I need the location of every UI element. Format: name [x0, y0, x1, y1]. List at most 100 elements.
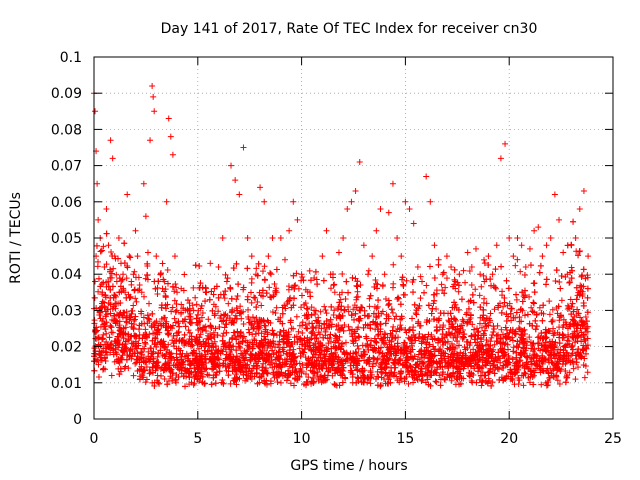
roti-point	[400, 282, 407, 289]
roti-point	[510, 253, 517, 260]
roti-point	[513, 343, 520, 350]
roti-point	[561, 343, 568, 350]
roti-point	[480, 306, 487, 313]
roti-point	[184, 297, 191, 304]
roti-point	[419, 360, 426, 367]
roti-point	[485, 253, 492, 260]
roti-point	[426, 318, 433, 325]
roti-point	[443, 253, 450, 260]
roti-point	[110, 351, 117, 358]
roti-point	[99, 366, 106, 373]
roti-point	[479, 369, 486, 376]
roti-point	[162, 305, 169, 312]
roti-point	[535, 224, 542, 231]
roti-point	[390, 372, 397, 379]
roti-point	[254, 272, 261, 279]
roti-point	[353, 296, 360, 303]
roti-point	[527, 262, 534, 269]
roti-point	[357, 281, 364, 288]
roti-point	[384, 355, 391, 362]
roti-point	[164, 381, 171, 388]
roti-point	[436, 372, 443, 379]
roti-point	[521, 330, 528, 337]
roti-point	[373, 339, 380, 346]
roti-point	[375, 373, 382, 380]
roti-point	[551, 342, 558, 349]
roti-point	[161, 362, 168, 369]
roti-point	[340, 235, 347, 241]
roti-point	[393, 328, 400, 335]
roti-point	[358, 304, 365, 311]
roti-point	[209, 365, 216, 372]
roti-point	[151, 108, 158, 115]
roti-point	[261, 322, 268, 329]
roti-point	[124, 262, 131, 269]
roti-point	[549, 306, 556, 313]
roti-point	[320, 277, 327, 284]
roti-point	[246, 329, 253, 336]
roti-point	[180, 287, 187, 294]
roti-point	[226, 356, 233, 363]
roti-point	[282, 305, 289, 312]
roti-point	[416, 330, 423, 337]
roti-point	[584, 369, 591, 376]
roti-point	[538, 381, 545, 388]
roti-point	[509, 356, 516, 363]
roti-point	[188, 369, 195, 376]
roti-point	[491, 326, 498, 333]
roti-point	[117, 283, 124, 290]
roti-point	[312, 268, 319, 275]
roti-point	[316, 360, 323, 367]
roti-point	[467, 298, 474, 305]
roti-point	[102, 349, 109, 356]
roti-point	[199, 373, 206, 380]
roti-point	[337, 296, 344, 303]
roti-point	[516, 314, 523, 321]
roti-point	[550, 325, 557, 332]
roti-point	[258, 349, 265, 356]
roti-point	[306, 267, 313, 274]
roti-point	[205, 316, 212, 323]
roti-point	[290, 198, 297, 205]
roti-point	[397, 316, 404, 323]
roti-point	[257, 373, 264, 380]
roti-point	[172, 308, 179, 315]
roti-point	[421, 289, 428, 296]
roti-point	[214, 332, 221, 339]
roti-point	[229, 319, 236, 326]
roti-point	[378, 374, 385, 381]
roti-point	[279, 304, 286, 311]
roti-point	[299, 273, 306, 280]
roti-point	[133, 333, 140, 340]
roti-point	[323, 310, 330, 317]
roti-point	[202, 298, 209, 305]
roti-point	[333, 333, 340, 340]
roti-point	[430, 316, 437, 323]
roti-point	[456, 381, 463, 388]
roti-point	[513, 296, 520, 303]
roti-point	[473, 361, 480, 368]
roti-point	[453, 356, 460, 363]
roti-point	[120, 271, 127, 278]
roti-point	[139, 345, 146, 352]
roti-point	[365, 271, 372, 278]
roti-point	[163, 198, 170, 205]
roti-point	[560, 316, 567, 323]
roti-point	[208, 288, 215, 295]
roti-point	[312, 311, 319, 318]
roti-point	[127, 254, 134, 261]
roti-point	[573, 284, 580, 291]
roti-point	[303, 325, 310, 332]
roti-point	[498, 309, 505, 316]
roti-point	[456, 342, 463, 349]
roti-point	[107, 266, 114, 273]
roti-point	[463, 320, 470, 327]
roti-point	[230, 264, 237, 271]
roti-point	[181, 331, 188, 338]
roti-point	[585, 253, 592, 260]
roti-point	[300, 277, 307, 284]
roti-point	[248, 320, 255, 327]
roti-point	[360, 324, 367, 331]
roti-point	[352, 310, 359, 317]
roti-point	[221, 312, 228, 319]
